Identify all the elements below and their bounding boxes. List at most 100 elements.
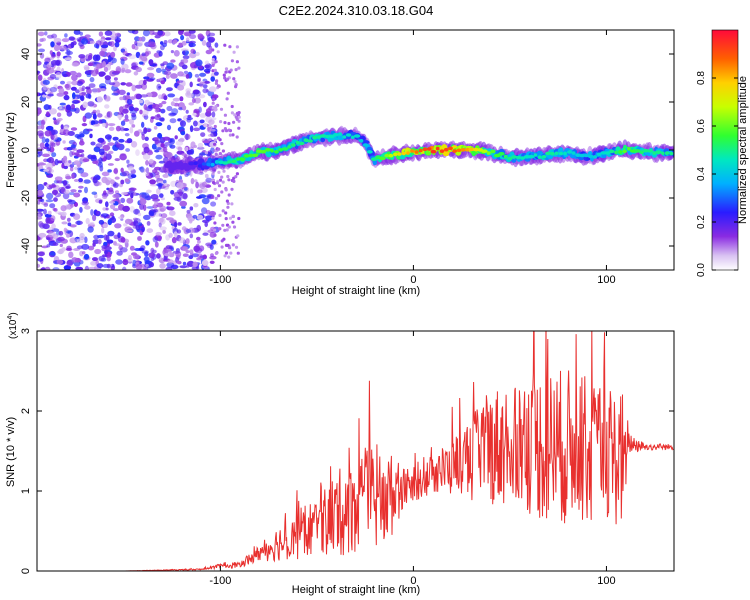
noise-blob bbox=[104, 121, 109, 129]
noise-blob bbox=[176, 229, 182, 234]
noise-blob bbox=[182, 58, 189, 64]
noise-blob bbox=[180, 120, 186, 127]
noise-blob bbox=[216, 84, 221, 88]
noise-blob bbox=[177, 146, 183, 152]
noise-blob bbox=[117, 232, 121, 239]
figure-title: C2E2.2024.310.03.18.G04 bbox=[279, 3, 434, 18]
ridge-peak bbox=[545, 151, 552, 156]
ridge-peak bbox=[439, 149, 445, 153]
noise-blob bbox=[123, 223, 128, 227]
noise-blob bbox=[78, 54, 86, 59]
colorbar-gradient bbox=[711, 29, 739, 271]
noise-blob bbox=[230, 104, 234, 109]
noise-blob bbox=[37, 189, 43, 196]
noise-blob bbox=[224, 188, 228, 192]
noise-blob bbox=[66, 259, 73, 267]
ridge-peak bbox=[206, 162, 211, 167]
noise-blob bbox=[114, 41, 120, 48]
noise-blob bbox=[178, 30, 184, 36]
ridge-peak bbox=[210, 162, 215, 167]
noise-blob bbox=[87, 226, 94, 233]
noise-blob bbox=[98, 31, 104, 37]
noise-blob bbox=[107, 123, 116, 127]
noise-blob bbox=[82, 158, 90, 163]
noise-blob bbox=[192, 261, 198, 268]
noise-blob bbox=[146, 72, 155, 78]
ridge-peak bbox=[332, 133, 339, 137]
noise-blob bbox=[206, 41, 212, 48]
noise-blob bbox=[164, 183, 168, 186]
noise-blob bbox=[37, 208, 44, 212]
noise-blob bbox=[50, 215, 56, 222]
noise-blob bbox=[47, 156, 55, 164]
noise-blob bbox=[145, 240, 150, 246]
noise-blob bbox=[51, 152, 57, 158]
noise-blob bbox=[223, 76, 227, 80]
noise-blob bbox=[162, 146, 168, 153]
noise-blob bbox=[84, 34, 91, 38]
noise-blob bbox=[98, 255, 105, 262]
noise-blob bbox=[170, 59, 176, 63]
colorbar-tick-label: 0.8 bbox=[696, 71, 707, 85]
ridge-peak bbox=[295, 140, 300, 145]
noise-blob bbox=[92, 214, 97, 221]
noise-blob bbox=[209, 128, 216, 132]
noise-blob bbox=[230, 187, 234, 191]
noise-blob bbox=[43, 116, 48, 122]
noise-blob bbox=[218, 213, 222, 217]
noise-blob bbox=[128, 54, 137, 60]
noise-blob bbox=[210, 76, 215, 82]
x-tick-label: -100 bbox=[209, 575, 231, 587]
noise-blob bbox=[54, 176, 63, 181]
noise-blob bbox=[181, 64, 188, 70]
noise-blob bbox=[152, 103, 160, 110]
noise-blob bbox=[211, 61, 215, 65]
noise-blob bbox=[98, 157, 103, 164]
noise-blob bbox=[131, 141, 138, 148]
colorbar-tick-label: 0.2 bbox=[696, 215, 707, 229]
noise-blob bbox=[72, 92, 76, 100]
ridge-peak bbox=[498, 152, 505, 156]
noise-blob bbox=[213, 187, 217, 192]
noise-blob bbox=[124, 178, 130, 183]
noise-blob bbox=[131, 84, 137, 92]
noise-blob bbox=[37, 200, 41, 205]
noise-blob bbox=[101, 227, 105, 234]
noise-blob bbox=[138, 247, 145, 252]
ridge-peak bbox=[567, 150, 572, 154]
noise-blob bbox=[113, 243, 121, 247]
noise-blob bbox=[188, 102, 194, 106]
noise-blob bbox=[81, 251, 86, 255]
noise-blob bbox=[45, 125, 54, 131]
noise-blob bbox=[41, 37, 46, 42]
noise-blob bbox=[76, 220, 81, 226]
noise-blob bbox=[139, 166, 145, 173]
noise-blob bbox=[89, 40, 96, 45]
noise-blob bbox=[224, 70, 228, 74]
noise-blob bbox=[178, 237, 186, 244]
noise-blob bbox=[78, 185, 84, 189]
noise-blob bbox=[149, 77, 156, 81]
noise-blob bbox=[211, 111, 216, 118]
noise-blob bbox=[106, 239, 114, 244]
noise-blob bbox=[68, 192, 75, 196]
noise-blob bbox=[162, 229, 166, 234]
noise-blob bbox=[98, 219, 105, 225]
ridge-peak bbox=[627, 147, 631, 151]
noise-blob bbox=[180, 131, 186, 136]
noise-blob bbox=[201, 40, 207, 46]
noise-blob bbox=[155, 173, 160, 180]
noise-blob bbox=[59, 243, 63, 248]
noise-blob bbox=[124, 133, 130, 137]
noise-blob bbox=[204, 64, 210, 69]
noise-blob bbox=[120, 58, 125, 65]
noise-blob bbox=[37, 31, 45, 37]
noise-blob bbox=[55, 72, 62, 79]
noise-blob bbox=[173, 50, 180, 57]
noise-blob bbox=[70, 189, 77, 193]
noise-blob bbox=[65, 50, 73, 56]
noise-blob bbox=[120, 179, 125, 185]
noise-blob bbox=[103, 66, 109, 72]
noise-blob bbox=[69, 164, 75, 168]
noise-blob bbox=[225, 199, 229, 203]
